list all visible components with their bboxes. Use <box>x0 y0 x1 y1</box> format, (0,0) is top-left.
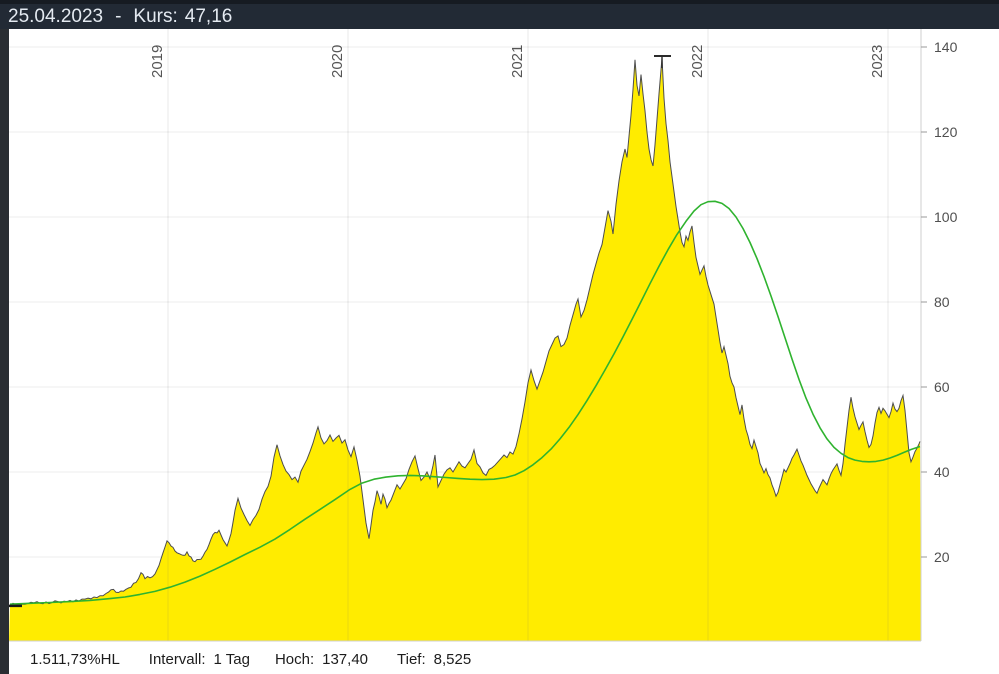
tief-value: 8,525 <box>433 650 472 668</box>
price-area-fill <box>9 58 921 641</box>
header-separator: - <box>115 5 122 27</box>
moving-average-line <box>9 200 921 605</box>
y-axis-label: 40 <box>934 464 950 480</box>
price-chart-canvas[interactable]: 20 40 60 80 100 120 140 2019 2020 2021 2022 2023 <box>0 29 999 646</box>
left-edge-strip <box>0 29 9 674</box>
change-percent-hl: 1.511,73%HL <box>30 650 120 668</box>
header-kurs-label: Kurs: <box>133 5 178 27</box>
hoch-label: Hoch: <box>274 650 315 668</box>
header-date: 25.04.2023 <box>8 5 104 27</box>
year-label: 2022 <box>689 45 706 78</box>
header-bar: 25.04.2023 - Kurs: 47,16 <box>0 0 999 29</box>
y-axis-label: 20 <box>934 549 950 565</box>
y-axis-label: 80 <box>934 294 950 310</box>
y-axis-label: 60 <box>934 379 950 395</box>
year-label: 2019 <box>149 45 166 78</box>
interval-field: Intervall: 1 Tag <box>149 651 250 668</box>
status-bar: 1.511,73%HL Intervall: 1 Tag Hoch: 137,4… <box>9 646 999 672</box>
year-label: 2020 <box>329 45 346 78</box>
hoch-value: 137,40 <box>322 650 369 668</box>
y-axis-label: 120 <box>934 124 958 140</box>
year-label: 2021 <box>509 45 526 78</box>
y-axis-label: 100 <box>934 209 958 225</box>
y-axis-label: 140 <box>934 39 958 55</box>
price-line <box>9 57 921 606</box>
header-kurs-value: 47,16 <box>184 5 233 27</box>
tief-label: Tief: <box>397 650 426 668</box>
hoch-field: Hoch: 137,40 <box>275 651 368 668</box>
year-label: 2023 <box>869 45 886 78</box>
interval-value: 1 Tag <box>213 650 250 668</box>
tief-field: Tief: 8,525 <box>397 651 471 668</box>
interval-label: Intervall: <box>148 650 206 668</box>
